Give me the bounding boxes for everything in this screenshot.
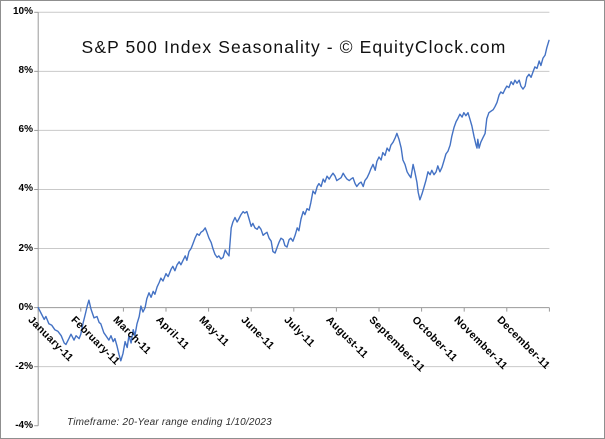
y-axis-label: -4% [15,419,33,431]
y-axis-label: 6% [18,124,33,136]
y-axis-label: 4% [18,183,33,195]
y-axis-label: 10% [12,6,33,18]
seasonality-series-path [37,39,550,362]
gridlines [38,11,550,368]
chart-title: S&P 500 Index Seasonality - © EquityCloc… [81,37,507,57]
y-axis-label: 2% [18,242,33,254]
axes [34,11,550,427]
timeframe-note: Timeframe: 20-Year range ending 1/10/202… [67,417,272,428]
y-axis-label: 8% [18,65,33,77]
y-axis-label: -2% [15,360,33,372]
y-axis-label: 0% [18,301,33,313]
seasonality-line [37,39,550,362]
